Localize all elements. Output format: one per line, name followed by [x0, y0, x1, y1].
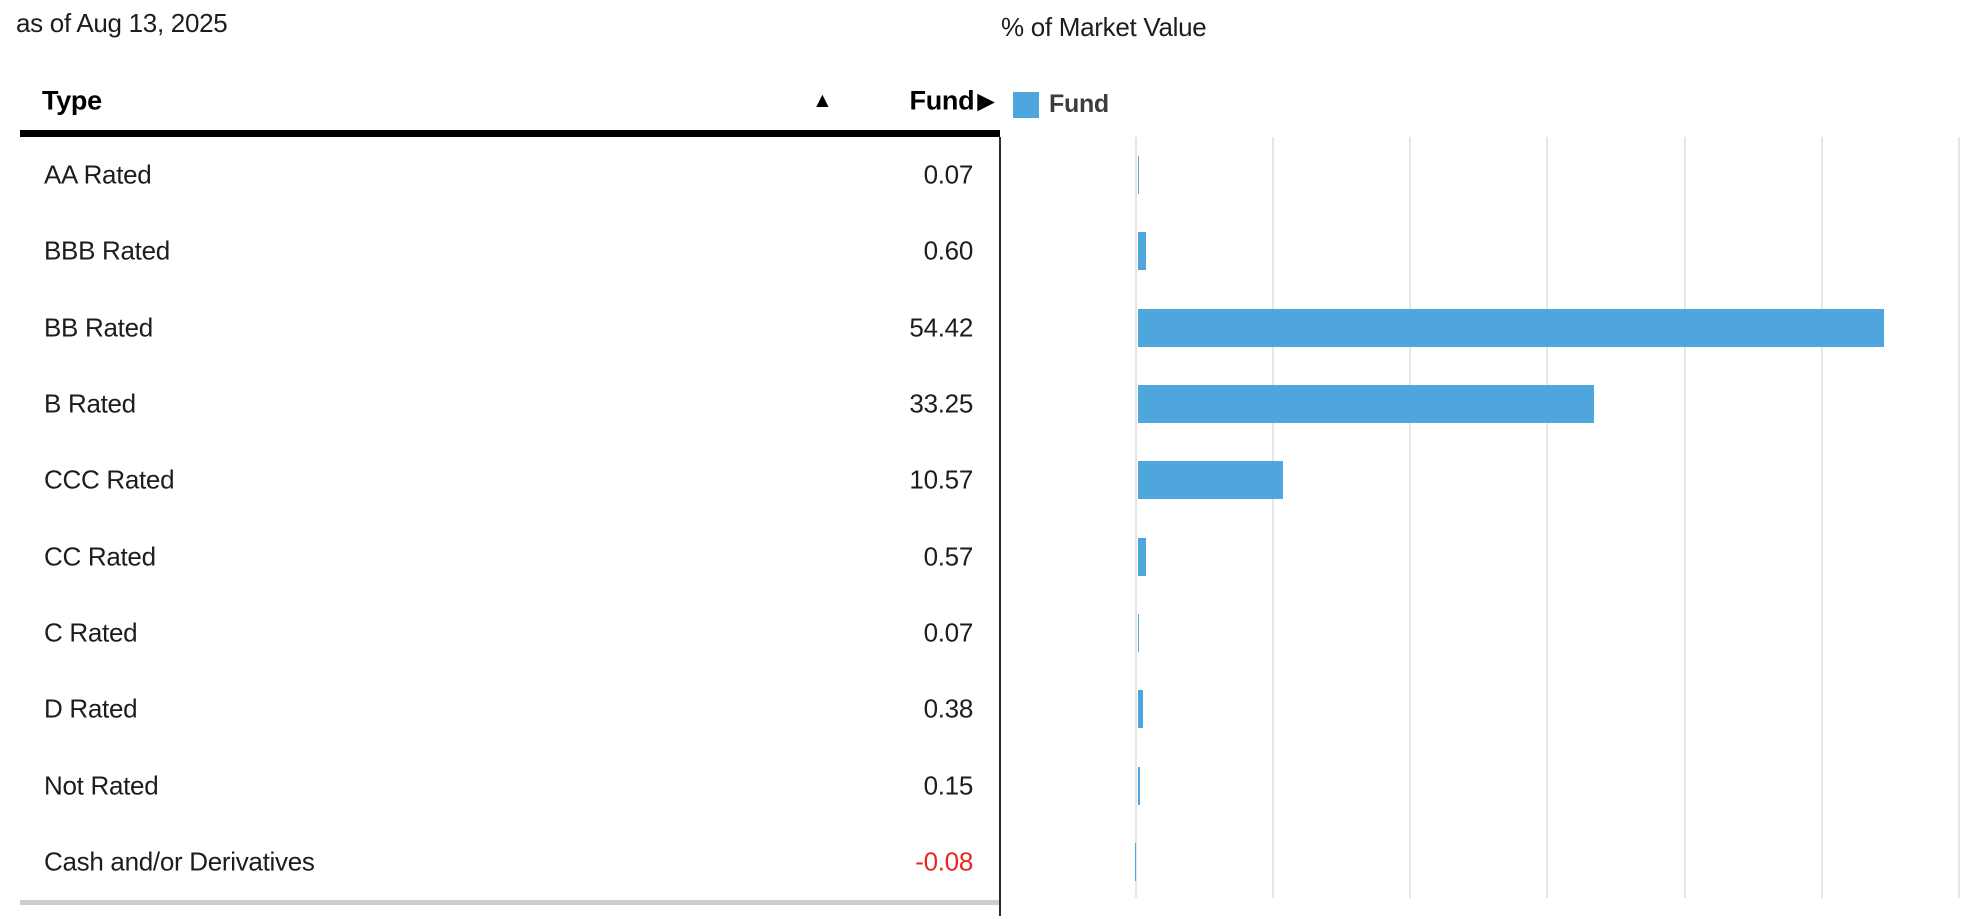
table-row: BB Rated 54.42 [0, 290, 1000, 366]
table-row: Cash and/or Derivatives -0.08 [0, 824, 1000, 900]
row-fund-value: -0.08 [915, 846, 973, 877]
column-header-fund[interactable]: Fund ▶ [910, 86, 995, 117]
fund-bar-not-rated[interactable] [1138, 766, 1141, 805]
row-type-label: Not Rated [44, 770, 159, 801]
row-type-label: CC Rated [44, 541, 156, 572]
fund-bar-ccc-rated[interactable] [1138, 461, 1283, 500]
gridline [1272, 137, 1275, 898]
row-fund-value: 10.57 [909, 464, 973, 495]
table-row: CC Rated 0.57 [0, 518, 1000, 594]
fund-bar-d-rated[interactable] [1138, 690, 1144, 729]
gridline [1683, 137, 1686, 898]
column-header-type[interactable]: Type [42, 85, 102, 116]
fund-bar-aa-rated[interactable] [1138, 156, 1139, 195]
row-type-label: BB Rated [44, 312, 153, 343]
fund-bar-cash-and-or-derivatives[interactable] [1134, 842, 1136, 881]
table-body: AA Rated 0.07 BBB Rated 0.60 BB Rated 54.42 B … [0, 137, 1000, 900]
row-type-label: AA Rated [44, 159, 152, 190]
row-type-label: D Rated [44, 693, 138, 724]
as-of-date: as of Aug 13, 2025 [16, 8, 228, 38]
table-row: B Rated 33.25 [0, 366, 1000, 442]
gridline [1135, 137, 1137, 898]
chart-plot-area [1001, 137, 1972, 898]
table-row: CCC Rated 10.57 [0, 442, 1000, 518]
row-fund-value: 33.25 [909, 388, 973, 419]
row-fund-value: 0.07 [923, 617, 974, 648]
sort-ascending-icon[interactable]: ▲ [812, 89, 833, 112]
table-header-row: Type ▲ Fund ▶ [0, 72, 1000, 130]
legend-swatch-icon [1013, 91, 1039, 118]
table-row: Not Rated 0.15 [0, 747, 1000, 823]
market-value-bar-chart: % of Market Value Fund [1001, 0, 1972, 916]
row-type-label: B Rated [44, 388, 136, 419]
table-row: D Rated 0.38 [0, 671, 1000, 747]
gridline [1820, 137, 1823, 898]
row-fund-value: 54.42 [909, 312, 973, 343]
credit-quality-table: as of Aug 13, 2025 Type ▲ Fund ▶ AA Rate… [0, 8, 1000, 905]
chart-title: % of Market Value [1001, 12, 1207, 42]
row-fund-value: 0.38 [923, 693, 974, 724]
fund-bar-b-rated[interactable] [1138, 385, 1595, 424]
table-row: AA Rated 0.07 [0, 137, 1000, 213]
row-type-label: BBB Rated [44, 235, 170, 266]
gridline [1546, 137, 1549, 898]
fund-bar-c-rated[interactable] [1138, 613, 1139, 652]
table-header-rule [20, 130, 1000, 137]
fund-bar-bbb-rated[interactable] [1138, 232, 1147, 271]
row-fund-value: 0.07 [923, 159, 974, 190]
legend-label: Fund [1049, 90, 1109, 118]
row-type-label: CCC Rated [44, 464, 175, 495]
table-row: C Rated 0.07 [0, 595, 1000, 671]
row-fund-value: 0.57 [923, 541, 974, 572]
table-bottom-border [20, 900, 1000, 905]
row-type-label: C Rated [44, 617, 138, 648]
fund-column-label: Fund [909, 85, 975, 116]
fund-bar-cc-rated[interactable] [1138, 537, 1146, 576]
fund-more-icon: ▶ [977, 87, 995, 114]
chart-legend-fund[interactable]: Fund [1013, 90, 1109, 119]
table-row: BBB Rated 0.60 [0, 213, 1000, 289]
gridline [1957, 137, 1960, 898]
row-type-label: Cash and/or Derivatives [44, 846, 315, 877]
gridline [1409, 137, 1412, 898]
row-fund-value: 0.60 [923, 235, 974, 266]
fund-bar-bb-rated[interactable] [1138, 308, 1885, 347]
table-chart-divider [999, 137, 1001, 916]
row-fund-value: 0.15 [923, 770, 974, 801]
